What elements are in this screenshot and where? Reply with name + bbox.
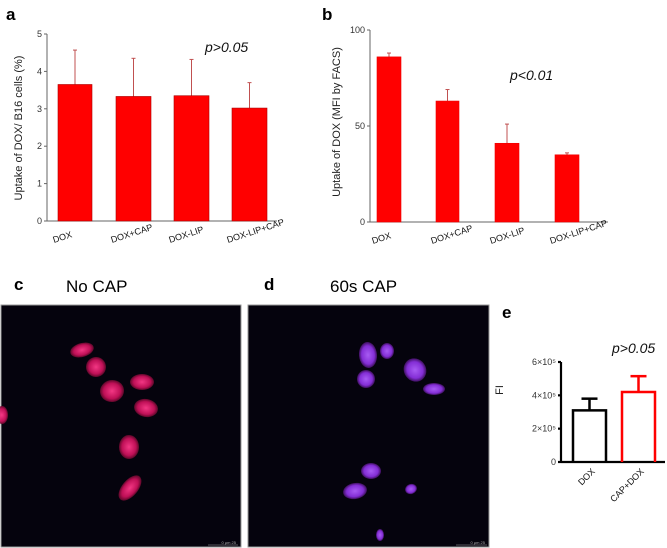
p-value-annotation: p>0.05: [611, 340, 655, 356]
bar: [554, 154, 580, 223]
bar: [231, 107, 268, 222]
micrograph-c-title: No CAP: [66, 277, 127, 296]
y-tick-label: 3: [37, 104, 42, 114]
y-tick-label: 100: [350, 25, 365, 35]
cell-nucleus: [130, 374, 154, 390]
cell-nucleus: [100, 379, 124, 403]
bar: [494, 142, 520, 223]
y-tick-label: 0: [360, 217, 365, 227]
y-axis-label: Uptake of DOX/ B16 cells (%): [13, 56, 25, 201]
cell-nucleus: [405, 483, 417, 495]
panel-letter-c: c: [14, 275, 23, 294]
y-tick-label: 2×10⁵: [532, 424, 556, 434]
micrograph-d-title: 60s CAP: [330, 277, 397, 296]
scale-bar-label: 0 μm 25: [221, 540, 236, 545]
x-category-label: DOX-LIP: [168, 224, 205, 245]
bar: [435, 100, 460, 223]
y-axis-label: FI: [494, 385, 506, 395]
x-category-label: DOX-LIP: [489, 225, 526, 246]
cell-nucleus: [357, 370, 375, 388]
cell-nucleus: [0, 406, 8, 424]
bar: [376, 56, 402, 223]
bar: [57, 84, 93, 222]
cell-nucleus: [361, 463, 381, 479]
cell-nucleus: [70, 342, 94, 358]
y-tick-label: 50: [355, 121, 365, 131]
panel-letter-d: d: [264, 275, 274, 294]
y-tick-label: 4×10⁵: [532, 390, 556, 400]
y-tick-label: 5: [37, 29, 42, 39]
p-value-annotation: p<0.01: [509, 67, 553, 83]
x-category-label: DOX+CAP: [430, 223, 474, 246]
p-value-annotation: p>0.05: [204, 39, 248, 55]
scale-bar-label: 0 μm 25: [470, 540, 485, 545]
cell-nucleus: [86, 357, 106, 377]
x-category-label: CAP+DOX: [608, 466, 646, 504]
x-category-label: DOX: [576, 466, 597, 487]
y-tick-label: 2: [37, 141, 42, 151]
y-tick-label: 4: [37, 66, 42, 76]
cell-nucleus: [376, 529, 384, 541]
bar: [115, 96, 152, 222]
bar: [173, 95, 210, 222]
y-tick-label: 0: [37, 216, 42, 226]
y-tick-label: 0: [551, 457, 556, 467]
chart-e: 0 2×10⁵ 4×10⁵ 6×10⁵ DOX CAP+DOX FI p>0.05: [494, 340, 665, 504]
cell-nucleus: [380, 343, 394, 359]
cell-nucleus: [403, 358, 427, 382]
panel-letter-b: b: [322, 5, 332, 24]
cell-nucleus: [119, 435, 139, 459]
cell-nucleus: [134, 398, 158, 418]
x-category-label: DOX: [52, 229, 74, 245]
x-category-label: DOX+CAP: [110, 222, 154, 245]
cell-nucleus: [423, 383, 445, 395]
x-category-label: DOX: [371, 230, 393, 246]
y-axis-label: Uptake of DOX (MFI by FACS): [331, 47, 343, 197]
cell-nucleus: [358, 342, 378, 368]
panel-letter-a: a: [6, 5, 16, 24]
bar: [571, 409, 608, 462]
cell-nucleus: [118, 475, 142, 501]
panel-letter-e: e: [502, 303, 511, 322]
micrograph-no-cap: 0 μm 25: [0, 304, 242, 548]
micrograph-60s-cap: 0 μm 25: [247, 304, 490, 548]
y-tick-label: 6×10⁵: [532, 357, 556, 367]
y-tick-label: 1: [37, 179, 42, 189]
cell-nucleus: [343, 482, 367, 500]
bar: [620, 390, 657, 462]
